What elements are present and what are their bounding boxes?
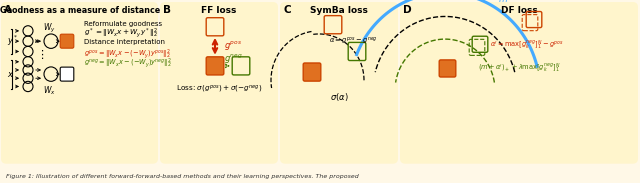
Text: C: C bbox=[283, 5, 291, 15]
Text: Reformulate goodness: Reformulate goodness bbox=[84, 21, 162, 27]
Text: $W_y$: $W_y$ bbox=[43, 22, 56, 35]
Text: B: B bbox=[163, 5, 171, 15]
Text: FF loss: FF loss bbox=[202, 6, 237, 15]
Text: $\alpha = g^{pos} - g^{neg}$: $\alpha = g^{pos} - g^{neg}$ bbox=[329, 36, 378, 47]
Text: SymBa loss: SymBa loss bbox=[310, 6, 368, 15]
FancyBboxPatch shape bbox=[1, 2, 158, 164]
Text: Goodness as a measure of distance: Goodness as a measure of distance bbox=[0, 6, 160, 15]
FancyBboxPatch shape bbox=[400, 2, 638, 164]
Text: $g^{neg} = \|W_x x - (-W_y)y^{neg}\|_2^2$: $g^{neg} = \|W_x x - (-W_y)y^{neg}\|_2^2… bbox=[84, 57, 172, 70]
Text: $y^*$: $y^*$ bbox=[7, 34, 19, 48]
FancyBboxPatch shape bbox=[60, 34, 74, 48]
Text: $g^{pos}$: $g^{pos}$ bbox=[224, 39, 242, 52]
Text: Distance interpretation: Distance interpretation bbox=[84, 39, 165, 45]
Text: $\sigma(\alpha)$: $\sigma(\alpha)$ bbox=[330, 91, 348, 103]
Text: $W_x$: $W_x$ bbox=[43, 84, 56, 97]
Text: $(m + \alpha^\prime)_+ + \lambda\max[g_k^{neg}]_1^N$: $(m + \alpha^\prime)_+ + \lambda\max[g_k… bbox=[478, 62, 560, 75]
FancyBboxPatch shape bbox=[60, 67, 74, 81]
FancyBboxPatch shape bbox=[303, 63, 321, 81]
Text: $g^* = \|W_x x + W_y y^*\|_2^2$: $g^* = \|W_x x + W_y y^*\|_2^2$ bbox=[84, 27, 158, 40]
Text: Loss: $\sigma(g^{pos}) + \sigma(-g^{neg})$: Loss: $\sigma(g^{pos}) + \sigma(-g^{neg}… bbox=[176, 84, 262, 95]
Text: $m$: $m$ bbox=[498, 0, 508, 5]
Text: $x$: $x$ bbox=[7, 70, 14, 79]
FancyBboxPatch shape bbox=[439, 60, 456, 77]
Text: DF loss: DF loss bbox=[500, 6, 538, 15]
Text: A: A bbox=[4, 5, 12, 15]
Text: $\alpha' = \max[g_k^{neg}]_1^N - g^{pos}$: $\alpha' = \max[g_k^{neg}]_1^N - g^{pos}… bbox=[490, 39, 564, 52]
FancyBboxPatch shape bbox=[206, 57, 224, 75]
FancyBboxPatch shape bbox=[280, 2, 398, 164]
Text: $g^{neg}$: $g^{neg}$ bbox=[224, 52, 243, 65]
FancyBboxPatch shape bbox=[160, 2, 278, 164]
Text: D: D bbox=[403, 5, 412, 15]
Text: $\vdots$: $\vdots$ bbox=[36, 48, 44, 61]
Text: $g^{pos} = \|W_x x - (-W_y)y^{pos}\|_2^2$: $g^{pos} = \|W_x x - (-W_y)y^{pos}\|_2^2… bbox=[84, 47, 171, 61]
Text: Figure 1: Illustration of different forward-forward-based methods and their lear: Figure 1: Illustration of different forw… bbox=[6, 174, 359, 179]
